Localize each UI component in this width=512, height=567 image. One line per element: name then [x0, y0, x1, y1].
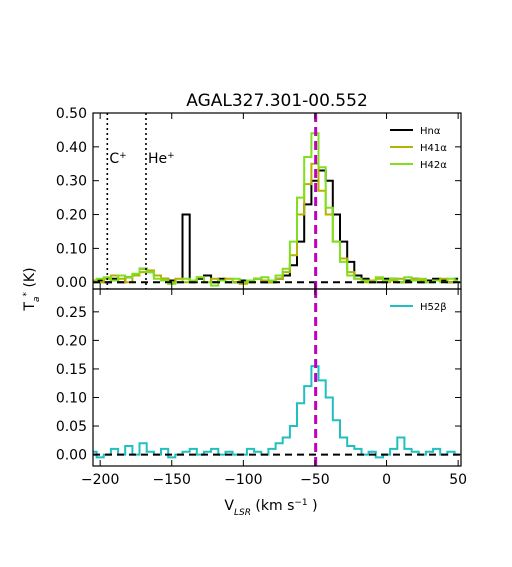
panel-bottom-content: [93, 289, 461, 466]
y-tick-label-top: 0.20: [56, 208, 87, 224]
panel-frame-bottom: [92, 288, 462, 467]
y-tick-label-top: 0.00: [56, 275, 87, 291]
x-tick-label: −100: [224, 472, 262, 488]
panel-bottom: 0.00 0.05 0.10 0.15 0.20 0.25 H52β: [56, 288, 462, 467]
legend-label: Hnα: [420, 126, 441, 137]
x-axis-label: VLSR (km s−1 ): [224, 498, 317, 518]
x-tick-label: −200: [81, 472, 119, 488]
legend-label: H41α: [420, 143, 447, 154]
chart-title: AGAL327.301-00.552: [186, 91, 368, 111]
y-tick-label-bottom: 0.15: [56, 362, 87, 378]
y-axis-label: Ta* (K): [22, 267, 42, 311]
panel-top: C+ He+ 0.00 0.10 0.20 0.30 0.40 0.50 Hnα H41α H42α: [56, 106, 462, 291]
plot-layer: C+ He+ 0.00 0.10 0.20 0.30 0.40 0.50 Hnα H41α H42α…: [22, 91, 467, 518]
x-tick-label: −150: [153, 472, 191, 488]
y-tick-label-bottom: 0.05: [56, 419, 87, 435]
series-line-top-1: [93, 162, 459, 285]
marker-label-top-1: He+: [148, 151, 175, 167]
panel-frame-top: [92, 112, 462, 290]
y-tick-label-top: 0.40: [56, 140, 87, 156]
y-tick-label-bottom: 0.10: [56, 390, 87, 406]
x-tick-label: 50: [449, 472, 467, 488]
y-tick-label-bottom: 0.00: [56, 448, 87, 464]
y-tick-label-top: 0.10: [56, 241, 87, 257]
panel-top-content: [93, 113, 461, 289]
y-tick-label-bottom: 0.20: [56, 333, 87, 349]
legend-bottom: H52β: [390, 302, 447, 313]
x-tick-label: −50: [300, 472, 330, 488]
legend-top: Hnα H41α H42α: [390, 126, 447, 171]
marker-label-top-0: C+: [109, 151, 126, 167]
x-tick-label: 0: [382, 472, 391, 488]
y-tick-label-top: 0.30: [56, 174, 87, 190]
y-tick-label-top: 0.50: [56, 106, 87, 122]
y-tick-label-bottom: 0.25: [56, 305, 87, 321]
series-line-bottom-0: [93, 365, 459, 459]
series-line-top-0: [93, 169, 459, 284]
legend-label: H42α: [420, 160, 447, 171]
legend-label: H52β: [420, 302, 447, 313]
